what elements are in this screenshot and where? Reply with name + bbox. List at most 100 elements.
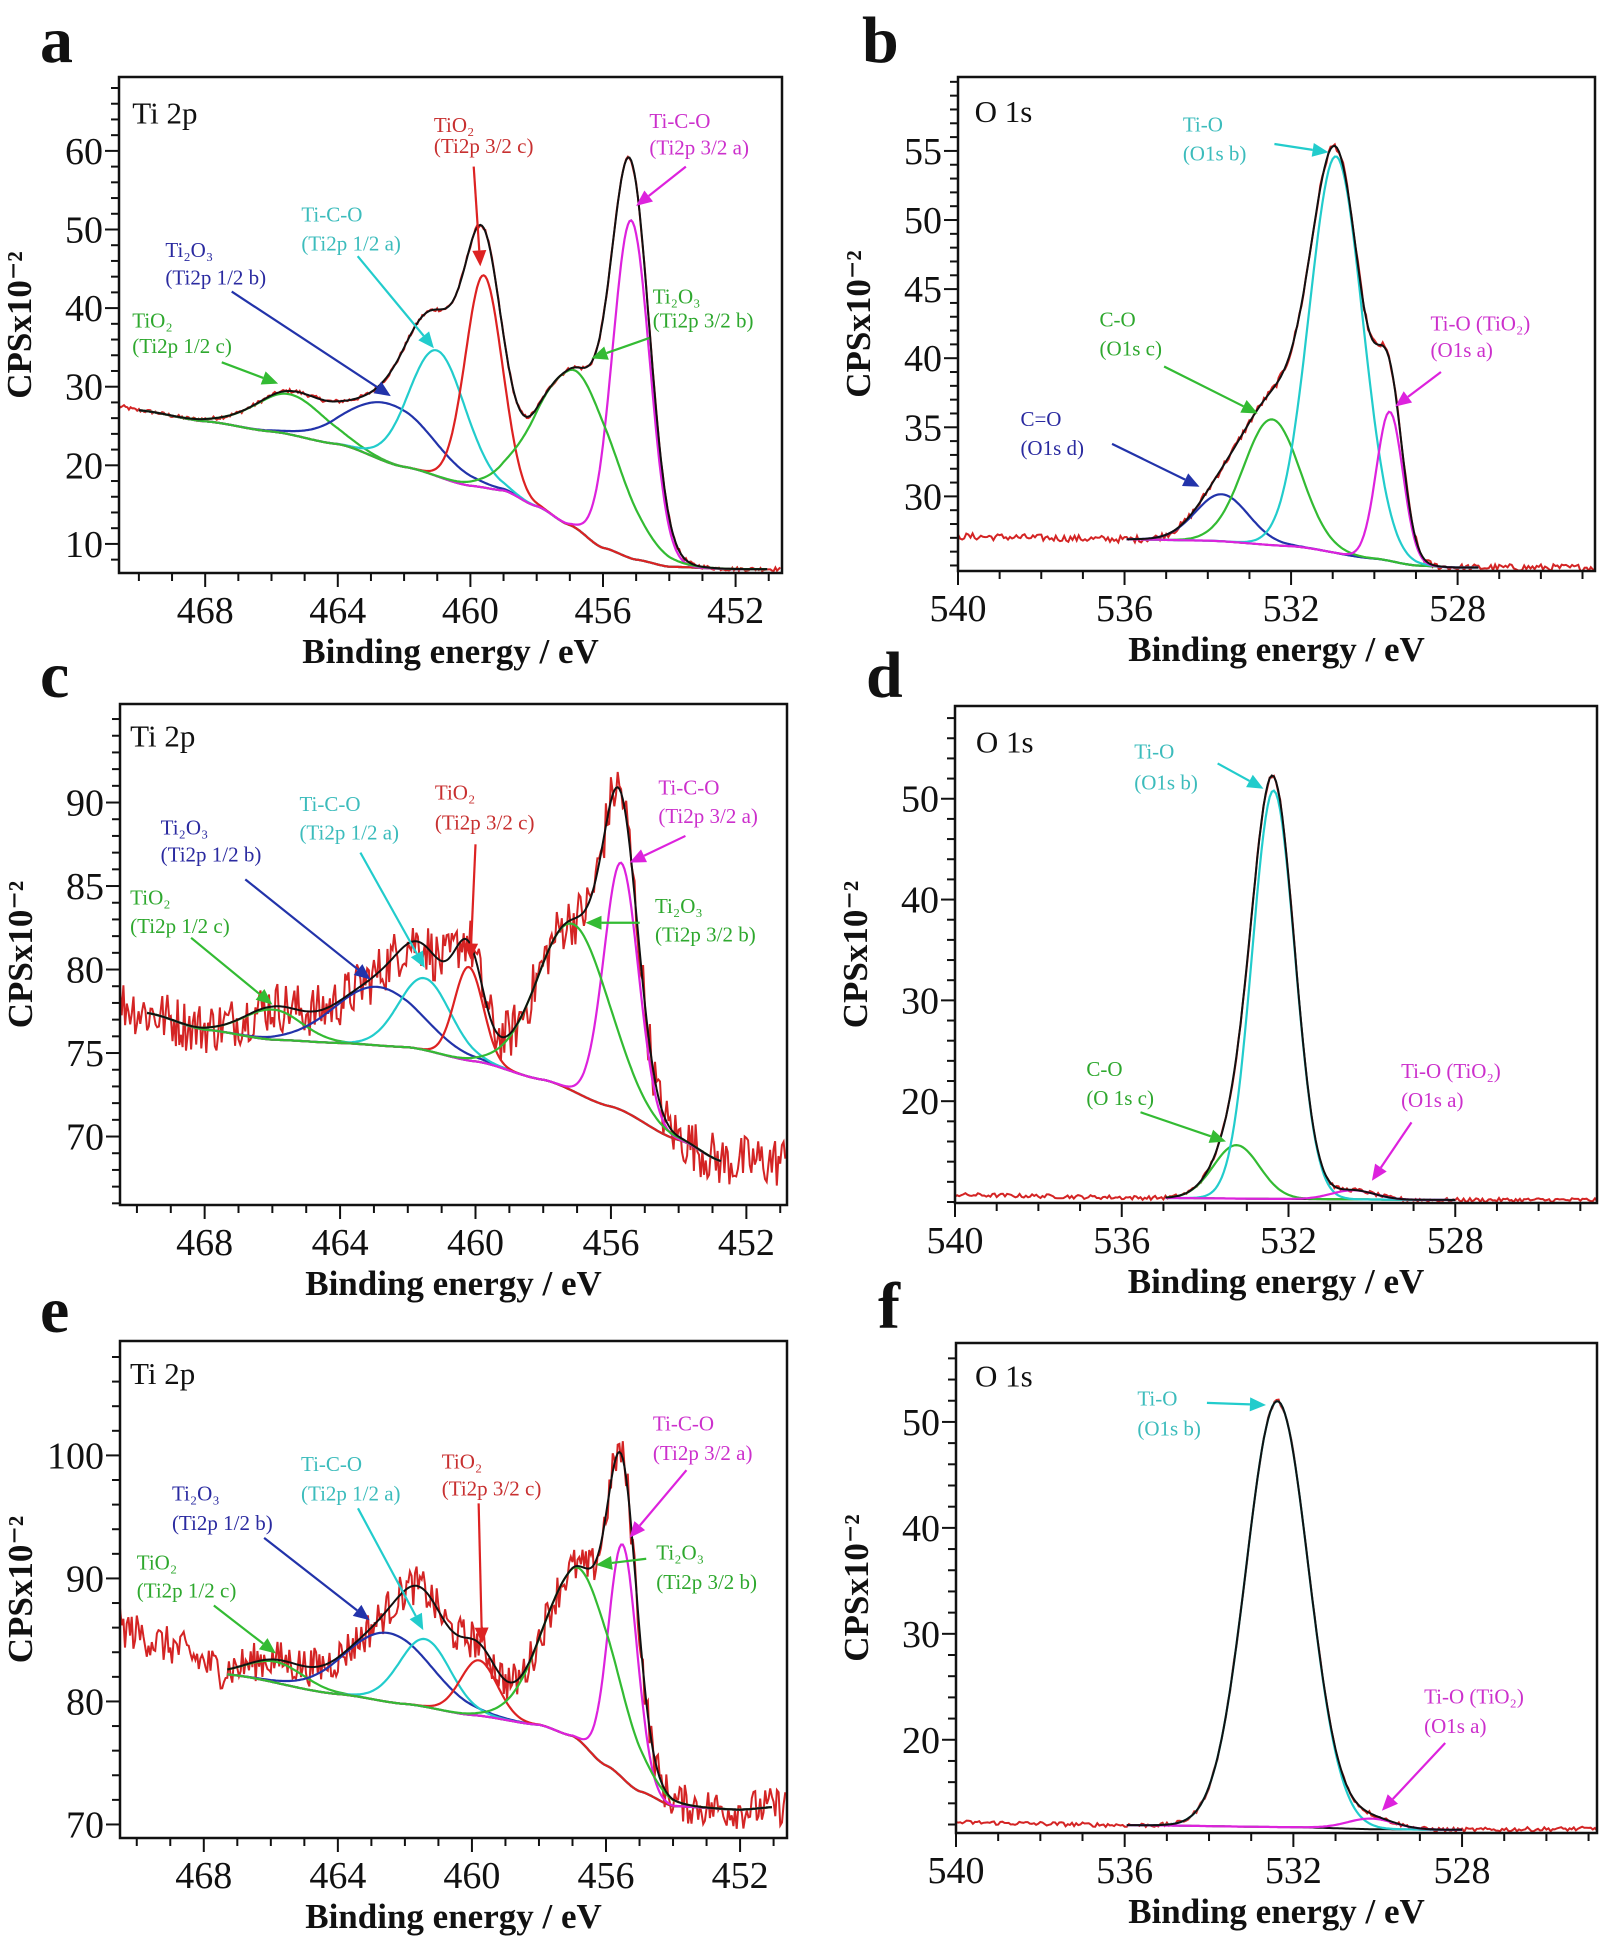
component-peak-line-1 — [1165, 789, 1456, 1202]
peak-annotation: TiO₂(Ti2p 3/2 c) — [435, 781, 534, 960]
annotation-arrow-line — [244, 878, 359, 971]
x-tick-label: 468 — [175, 1855, 232, 1897]
peak-annotation: Ti-C-O (Ti2p 3/2 a) — [629, 776, 758, 863]
fit-envelope-line — [227, 1450, 772, 1811]
annotation-arrowhead — [636, 190, 653, 206]
annotation-arrowhead — [409, 1612, 424, 1631]
y-tick-label: 20 — [65, 445, 103, 487]
component-peak-line-5 — [138, 368, 768, 571]
x-tick-label: 536 — [1096, 588, 1153, 630]
plot-frame — [117, 75, 784, 575]
x-axis-title: Binding energy / eV — [305, 1264, 602, 1303]
peak-annotation: Ti-O (TiO₂) (O1s a) — [1371, 1059, 1501, 1181]
x-axis-title: Binding energy / eV — [1128, 1262, 1425, 1301]
x-tick-label: 452 — [712, 1855, 769, 1897]
peak-annotation: TiO₂(Ti2p 3/2 c) — [442, 1450, 541, 1644]
x-axis-title: Binding energy / eV — [1128, 630, 1425, 669]
y-tick-label: 20 — [901, 1081, 939, 1123]
peak-annotation: Ti-C-O (Ti2p 1/2 a) — [301, 203, 434, 349]
peak-label-species: C=O — [1020, 407, 1061, 431]
y-tick-label: 75 — [66, 1033, 104, 1075]
plot-area — [956, 1398, 1597, 1833]
plot-area — [955, 774, 1597, 1203]
panel-a: a 468 464 460 456 452 10 20 30 40 50 60 Binding ener… — [0, 4, 784, 671]
x-tick-label: 528 — [1429, 588, 1486, 630]
y-tick-label: 80 — [66, 950, 104, 992]
peak-label-species: Ti-C-O — [299, 792, 360, 816]
peak-label-assignment: (Ti2p 1/2 a) — [301, 232, 401, 256]
x-axis-title: Binding energy / eV — [305, 1897, 602, 1936]
annotation-arrow-line — [213, 1604, 264, 1645]
annotation-arrowhead — [353, 964, 371, 980]
x-tick-label: 532 — [1260, 1220, 1317, 1262]
x-tick-label: 468 — [177, 590, 234, 632]
plot-frame — [118, 702, 789, 1207]
panel-f: f 540 536 532 528 20 30 40 50 Binding energy / eV… — [837, 1270, 1599, 1931]
peak-label-assignment: (O1s a) — [1431, 338, 1493, 362]
region-label: Ti 2p — [130, 1356, 195, 1391]
peak-annotation: Ti-C-O (Ti2p 3/2 a) — [636, 109, 749, 206]
annotation-arrow-line — [611, 1557, 647, 1565]
peak-label-species: Ti-C-O — [658, 776, 719, 800]
peak-label-species: Ti₂O₃ — [161, 816, 209, 840]
annotation-arrowhead — [1240, 400, 1258, 414]
annotation-arrowhead — [255, 989, 273, 1005]
annotation-arrowhead — [629, 849, 647, 863]
x-tick-label: 456 — [582, 1222, 639, 1264]
y-axis-title: CPSx10⁻² — [1, 881, 40, 1029]
annotation-arrow-line — [1217, 762, 1251, 782]
x-tick-label: 460 — [443, 1855, 500, 1897]
peak-label-assignment: (Ti2p 3/2 b) — [656, 1570, 757, 1594]
annotation-arrow-line — [648, 165, 687, 197]
x-tick-label: 540 — [928, 1850, 985, 1892]
component-peak-line-2 — [146, 976, 722, 1163]
peak-label-assignment: (Ti2p 3/2 b) — [653, 309, 754, 333]
peak-annotation: Ti₂O₃ (Ti2p 1/2 b) — [165, 238, 391, 397]
annotation-arrow-line — [263, 1536, 358, 1612]
annotation-arrow-line — [1379, 1121, 1413, 1169]
x-tick-label: 452 — [718, 1222, 775, 1264]
fit-envelope-line — [138, 156, 768, 571]
peak-annotation: Ti₂O₃ (Ti2p 3/2 b) — [585, 894, 756, 946]
peak-label-assignment: (O1s a) — [1401, 1088, 1463, 1112]
measured-spectrum-line — [955, 774, 1597, 1203]
peak-label-assignment: (Ti2p 3/2 c) — [434, 134, 534, 158]
annotation-arrowhead — [1249, 1397, 1266, 1412]
peak-label-species: Ti-C-O — [653, 1411, 714, 1435]
x-tick-label: 456 — [578, 1855, 635, 1897]
component-peak-line-5 — [146, 922, 722, 1163]
annotation-arrow-line — [231, 290, 379, 389]
y-tick-label: 50 — [901, 779, 939, 821]
peak-label-assignment: (Ti2p 3/2 b) — [655, 922, 756, 946]
y-tick-label: 50 — [904, 200, 942, 242]
y-tick-label: 20 — [902, 1720, 940, 1762]
peak-label-species: Ti₂O₃ — [165, 238, 213, 262]
peak-annotation: TiO₂(Ti2p 3/2 c) — [434, 113, 534, 267]
annotation-arrow-line — [1274, 142, 1313, 151]
annotation-arrow-line — [1163, 365, 1244, 408]
x-tick-label: 464 — [309, 590, 366, 632]
peak-label-assignment: (Ti2p 3/2 a) — [653, 1441, 753, 1465]
component-peak-line-0 — [146, 1008, 722, 1163]
peak-label-species: Ti-O (TiO₂) — [1424, 1684, 1524, 1708]
annotation-arrow-line — [357, 1507, 417, 1617]
peak-label-species: Ti-O — [1183, 113, 1223, 137]
y-tick-label: 50 — [65, 209, 103, 251]
panel-letter: d — [866, 639, 903, 712]
peak-label-species: Ti-O (TiO₂) — [1431, 312, 1531, 336]
peak-label-assignment: (O1s b) — [1183, 142, 1247, 166]
peak-label-assignment: (Ti2p 1/2 a) — [301, 1482, 401, 1506]
plot-frame — [118, 1339, 789, 1840]
annotation-arrowhead — [260, 371, 279, 385]
peak-label-species: Ti-O — [1134, 739, 1174, 763]
y-axis-title: CPSx10⁻² — [0, 251, 39, 399]
y-tick-label: 30 — [65, 367, 103, 409]
peak-label-species: Ti-C-O — [301, 1452, 362, 1476]
panel-b: b 540 536 532 528 30 35 40 45 50 55 Binding energy … — [839, 4, 1597, 669]
peak-label-species: Ti₂O₃ — [653, 284, 701, 308]
x-axis-title: Binding energy / eV — [302, 632, 599, 671]
peak-label-assignment: (O1s c) — [1100, 337, 1162, 361]
y-tick-label: 50 — [902, 1402, 940, 1444]
annotation-arrowhead — [464, 943, 479, 960]
region-label: O 1s — [975, 1358, 1033, 1393]
